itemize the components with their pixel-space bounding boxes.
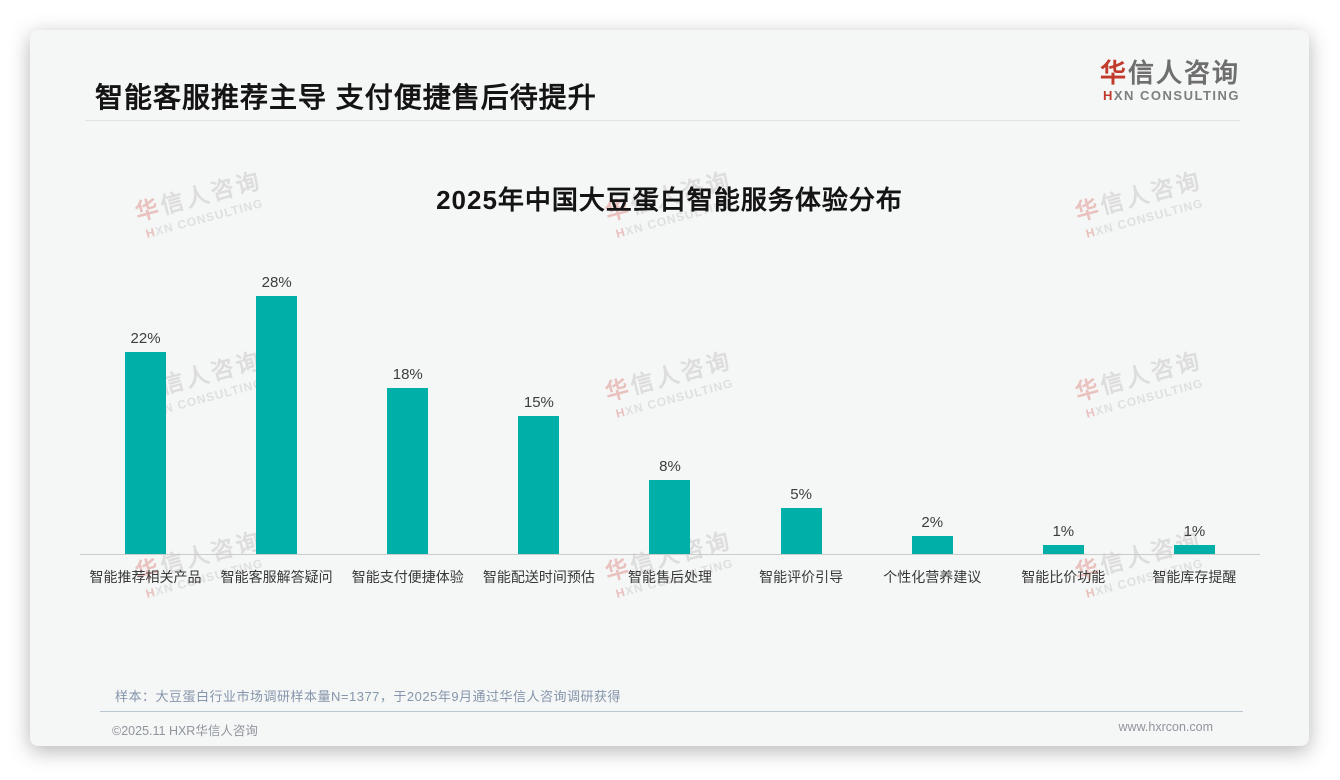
brand-logo-cn: 华信人咨询	[1100, 58, 1240, 88]
x-axis-line	[80, 554, 1260, 555]
category-label: 智能评价引导	[759, 569, 844, 585]
bar-slot: 18%	[342, 262, 473, 554]
bar-value-label: 8%	[659, 458, 681, 475]
category-label: 智能推荐相关产品	[89, 569, 202, 585]
website-url: www.hxrcon.com	[1118, 720, 1213, 734]
bar-chart: 22% 28% 18% 15% 8% 5% 2% 1% 1%	[80, 262, 1260, 554]
category-label: 智能支付便捷体验	[351, 569, 464, 585]
bar-slot: 22%	[80, 262, 211, 554]
category-label: 智能配送时间预估	[482, 569, 595, 585]
bar	[911, 536, 953, 554]
footer: ©2025.11 HXR华信人咨询 www.hxrcon.com	[112, 720, 1213, 739]
bar	[780, 508, 822, 554]
bar	[1173, 545, 1215, 554]
x-axis-labels: 智能推荐相关产品 智能客服解答疑问 智能支付便捷体验 智能配送时间预估 智能售后处理 智能…	[80, 567, 1260, 587]
bar-slot: 1%	[1129, 262, 1260, 554]
bar	[649, 480, 691, 554]
bar	[256, 296, 298, 554]
copyright-text: ©2025.11 HXR华信人咨询	[112, 724, 258, 738]
bar	[1042, 545, 1084, 554]
bar-slot: 15%	[473, 262, 604, 554]
brand-logo-en-accent: H	[1102, 88, 1114, 103]
brand-logo-cn-accent: 华	[1099, 58, 1128, 88]
bar-value-label: 5%	[790, 486, 812, 503]
footer-divider	[100, 711, 1243, 712]
bar-value-label: 28%	[261, 274, 292, 291]
bar-slot: 28%	[211, 262, 342, 554]
category-label: 智能库存提醒	[1152, 569, 1237, 585]
bar-value-label: 18%	[392, 366, 423, 383]
bar-value-label: 2%	[921, 514, 944, 531]
bar	[518, 416, 560, 554]
category-label: 智能客服解答疑问	[220, 569, 333, 585]
report-card: 华信人咨询 HXN CONSULTING 华信人咨询 HXN CONSULTING 华信…	[30, 30, 1309, 746]
bar-slot: 8%	[604, 262, 735, 554]
sample-note: 样本：大豆蛋白行业市场调研样本量N=1377，于2025年9月通过华信人咨询调研…	[115, 689, 622, 704]
brand-logo: 华信人咨询 HXN CONSULTING	[1100, 58, 1240, 104]
chart-title: 2025年中国大豆蛋白智能服务体验分布	[436, 185, 903, 215]
bar-value-label: 15%	[523, 394, 554, 411]
bar-value-label: 22%	[130, 330, 161, 347]
brand-logo-en-rest: XN CONSULTING	[1113, 88, 1240, 103]
category-label: 智能比价功能	[1021, 569, 1106, 585]
category-label: 智能售后处理	[627, 569, 712, 585]
bar	[125, 352, 167, 554]
bar-value-label: 1%	[1183, 523, 1206, 540]
bar	[387, 388, 429, 554]
header-divider	[85, 120, 1240, 121]
brand-logo-en: HXN CONSULTING	[1100, 88, 1240, 104]
bar-value-label: 1%	[1052, 523, 1075, 540]
page-title: 智能客服推荐主导 支付便捷售后待提升	[95, 82, 597, 113]
category-label: 个性化营养建议	[883, 569, 982, 585]
bar-slot: 5%	[736, 262, 867, 554]
bar-slot: 1%	[998, 262, 1129, 554]
brand-logo-cn-rest: 信人咨询	[1127, 58, 1240, 88]
bar-slot: 2%	[867, 262, 998, 554]
